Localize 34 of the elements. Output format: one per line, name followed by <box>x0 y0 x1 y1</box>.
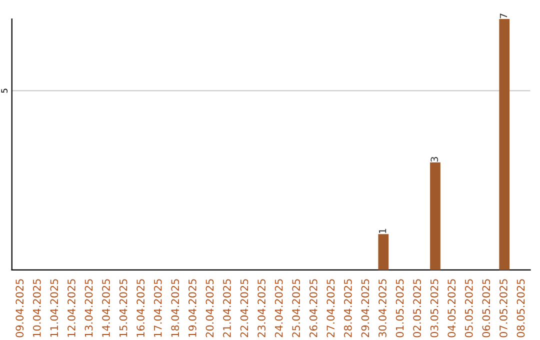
x-tick-label: 23.04.2025 <box>258 279 266 338</box>
x-tick-label: 28.04.2025 <box>344 279 352 338</box>
x-tick-label: 06.05.2025 <box>482 279 490 338</box>
x-tick-label: 12.04.2025 <box>68 279 76 337</box>
x-tick-label: 13.04.2025 <box>84 279 93 337</box>
x-tick-label: 01.05.2025 <box>396 279 404 338</box>
x-tick-label: 09.04.2025 <box>16 279 24 338</box>
x-tick-label: 22.04.2025 <box>240 279 248 338</box>
x-tick-label: 29.04.2025 <box>361 279 370 338</box>
x-tick-label: 08.05.2025 <box>516 279 525 338</box>
x-tick-label: 02.05.2025 <box>413 279 421 338</box>
x-tick-label: 19.04.2025 <box>188 279 196 337</box>
x-tick-label: 14.04.2025 <box>102 279 110 337</box>
x-tick-label: 17.04.2025 <box>154 279 162 337</box>
x-tick-label: 16.04.2025 <box>136 279 144 337</box>
x-tick-label: 26.04.2025 <box>309 279 318 338</box>
data-label: 3 <box>430 157 438 162</box>
x-tick-label: 25.04.2025 <box>292 279 300 338</box>
x-tick-label: 05.05.2025 <box>464 279 473 338</box>
x-tick-label: 15.04.2025 <box>119 279 128 337</box>
data-label: 7 <box>500 14 508 18</box>
y-tick-label: 5 <box>1 88 8 93</box>
x-tick-label: 10.04.2025 <box>32 279 41 337</box>
x-tick-label: 30.04.2025 <box>378 279 386 338</box>
x-tick-label: 18.04.2025 <box>171 279 180 337</box>
x-tick-label: 11.04.2025 <box>50 279 58 337</box>
x-tick-label: 20.04.2025 <box>206 279 214 338</box>
x-tick-label: 27.04.2025 <box>326 279 335 338</box>
x-tick-label: 24.04.2025 <box>274 279 283 338</box>
x-tick-label: 07.05.2025 <box>500 279 508 338</box>
data-label: 1 <box>378 228 386 234</box>
x-tick-label: 03.05.2025 <box>430 279 438 338</box>
x-tick-label: 04.05.2025 <box>448 279 456 338</box>
x-tick-label: 21.04.2025 <box>223 279 231 338</box>
